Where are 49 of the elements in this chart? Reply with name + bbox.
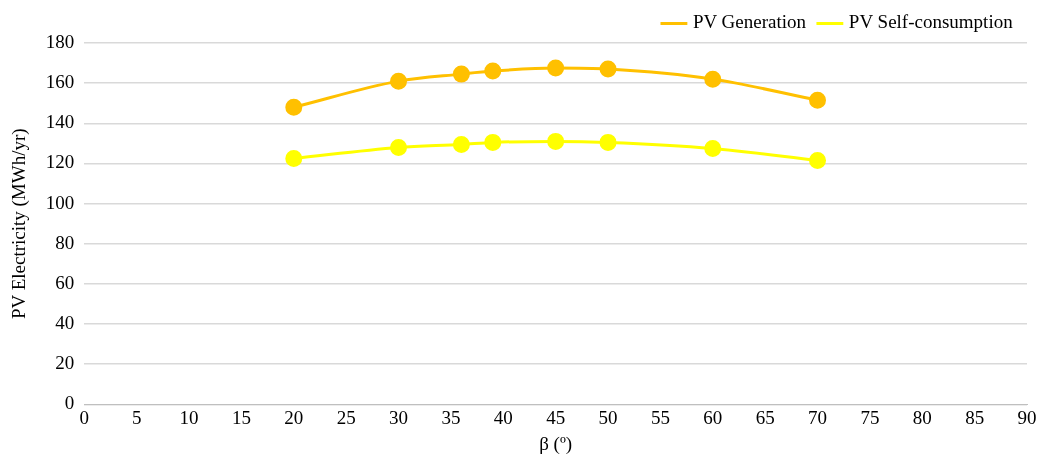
x-tick-label: 50 [598, 406, 618, 428]
y-tick-label: 120 [45, 151, 75, 173]
point [390, 72, 408, 90]
y-tick-label: 100 [45, 191, 75, 213]
y-tick-label: 0 [64, 392, 75, 414]
point [704, 70, 722, 88]
y-tick-label: 160 [45, 71, 75, 93]
point [452, 135, 470, 153]
point [809, 151, 827, 169]
x-tick-label: 0 [79, 406, 90, 428]
x-tick-label: 45 [546, 406, 566, 428]
x-axis-title: β (º) [539, 432, 573, 455]
legend-label: PV Self-consumption [848, 11, 1014, 33]
y-tick-label: 40 [55, 312, 75, 334]
y-tick-label: 180 [45, 30, 75, 52]
y-tick-label: 140 [45, 111, 75, 133]
x-tick-label: 15 [231, 406, 251, 428]
x-tick-label: 70 [808, 406, 828, 428]
point [599, 60, 617, 78]
y-tick-label: 60 [55, 271, 75, 293]
point [484, 133, 502, 151]
point [547, 59, 565, 77]
point [285, 149, 303, 167]
x-tick-label: 10 [179, 406, 199, 428]
x-tick-label: 85 [965, 406, 985, 428]
point [285, 98, 303, 116]
x-tick-label: 75 [860, 406, 880, 428]
x-tick-label: 65 [755, 406, 775, 428]
legend-label: PV Generation [692, 11, 807, 33]
x-tick-label: 30 [389, 406, 409, 428]
y-axis-title: PV Electricity (MWh/yr) [8, 128, 31, 320]
point [599, 133, 617, 151]
y-tick-label: 80 [55, 231, 75, 253]
x-tick-label: 40 [493, 406, 513, 428]
point [390, 138, 408, 156]
point [809, 91, 827, 109]
point [547, 132, 565, 150]
x-tick-label: 5 [131, 406, 142, 428]
x-tick-label: 55 [650, 406, 670, 428]
point [704, 139, 722, 157]
x-tick-label: 60 [703, 406, 723, 428]
point [452, 65, 470, 83]
y-tick-label: 20 [55, 352, 75, 374]
x-tick-label: 80 [912, 406, 932, 428]
x-tick-label: 90 [1017, 406, 1037, 428]
x-tick-label: 35 [441, 406, 461, 428]
point [484, 62, 502, 80]
x-tick-label: 20 [284, 406, 304, 428]
x-tick-label: 25 [336, 406, 356, 428]
